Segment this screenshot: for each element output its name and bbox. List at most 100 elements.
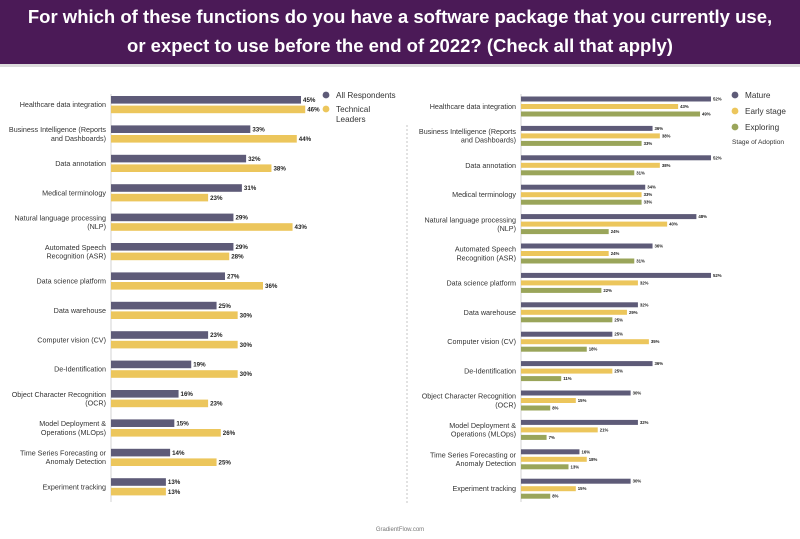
- respondents-bar-all-respondents: [111, 419, 175, 427]
- respondents-value-label: 26%: [223, 430, 236, 437]
- adoption-value-label: 8%: [552, 494, 558, 499]
- respondents-value-label: 30%: [240, 342, 253, 349]
- respondents-category-label: Model Deployment & Operations (MLOps): [39, 419, 106, 437]
- respondents-category-label-line: (OCR): [85, 398, 106, 407]
- adoption-bar-exploring: [521, 434, 547, 440]
- adoption-category-label: Model Deployment & Operations (MLOps): [449, 421, 516, 439]
- chart-title-line-1: For which of these functions do you have…: [27, 6, 773, 27]
- respondents-value-label: 16%: [181, 391, 194, 398]
- respondents-value-label: 13%: [168, 479, 181, 486]
- adoption-value-label: 25%: [614, 369, 623, 374]
- adoption-value-label: 36%: [655, 361, 664, 366]
- adoption-bar-early-stage: [521, 368, 613, 374]
- adoption-bar-mature: [521, 449, 580, 455]
- adoption-value-label: 30%: [633, 479, 642, 484]
- respondents-bar-all-respondents: [111, 301, 217, 310]
- adoption-category-label: Experiment tracking: [452, 484, 516, 493]
- adoption-bar-early-stage: [521, 339, 649, 345]
- adoption-value-label: 36%: [655, 126, 664, 131]
- respondents-bar-technical-leaders: [111, 370, 238, 378]
- adoption-value-label: 32%: [640, 420, 649, 425]
- respondents-value-label: 15%: [176, 420, 189, 427]
- respondents-value-label: 30%: [240, 312, 253, 319]
- adoption-category-label: Computer vision (CV): [447, 337, 516, 346]
- adoption-legend-label: Early stage: [745, 107, 786, 116]
- respondents-category-label-line: and Dashboards): [51, 134, 106, 143]
- adoption-category-label: Data science platform: [446, 278, 516, 287]
- adoption-category-label-line: Data annotation: [465, 161, 516, 170]
- adoption-value-label: 35%: [651, 339, 660, 344]
- adoption-value-label: 30%: [633, 391, 642, 396]
- adoption-value-label: 25%: [614, 317, 623, 322]
- respondents-legend-label-line: Leaders: [336, 115, 366, 124]
- adoption-category-label-line: Natural language processing: [424, 215, 516, 224]
- respondents-bar-all-respondents: [111, 478, 166, 486]
- adoption-category-label: Healthcare data integration: [430, 102, 516, 111]
- respondents-value-label: 25%: [219, 459, 232, 466]
- adoption-category-label-line: Recognition (ASR): [456, 253, 516, 262]
- adoption-category-label-line: Automated Speech: [455, 245, 516, 254]
- adoption-category-label-line: Experiment tracking: [452, 484, 516, 493]
- respondents-category-label: Time Series Forecasting or Anomaly Detect…: [20, 449, 107, 467]
- adoption-bar-exploring: [521, 140, 642, 146]
- adoption-legend-swatch: [731, 107, 739, 115]
- respondents-bar-technical-leaders: [111, 487, 166, 496]
- adoption-value-label: 18%: [589, 457, 598, 462]
- respondents-bar-all-respondents: [111, 331, 209, 339]
- adoption-bar-early-stage: [521, 309, 627, 315]
- adoption-category-label-line: Time Series Forecasting or: [430, 451, 517, 460]
- adoption-category-label-line: Business Intelligence (Reports: [419, 127, 516, 136]
- respondents-value-label: 28%: [231, 254, 244, 261]
- respondents-category-label-line: (NLP): [87, 222, 106, 231]
- respondents-category-label-line: Time Series Forecasting or: [20, 449, 107, 458]
- adoption-category-label: Data warehouse: [464, 308, 516, 317]
- respondents-category-label-line: Natural language processing: [14, 213, 106, 222]
- adoption-bar-mature: [521, 214, 697, 220]
- respondents-value-label: 19%: [193, 362, 206, 369]
- adoption-value-label: 52%: [713, 155, 722, 160]
- adoption-bar-mature: [521, 390, 631, 396]
- adoption-bar-early-stage: [521, 456, 587, 462]
- respondents-value-label: 13%: [168, 489, 181, 496]
- adoption-category-label: De-Identification: [464, 367, 516, 376]
- respondents-category-label-line: Healthcare data integration: [20, 100, 106, 109]
- adoption-value-label: 34%: [647, 185, 656, 190]
- respondents-value-label: 23%: [210, 401, 223, 408]
- respondents-category-label: Medical terminology: [42, 188, 106, 197]
- adoption-bar-exploring: [521, 170, 635, 176]
- adoption-category-label-line: (OCR): [495, 400, 516, 409]
- adoption-legend-label-line: Mature: [745, 91, 771, 100]
- respondents-bar-technical-leaders: [111, 193, 209, 202]
- adoption-chart: Healthcare data integration 52% 43% 49% Busi…: [419, 91, 786, 502]
- adoption-category-label-line: Anomaly Detection: [456, 459, 516, 468]
- respondents-bar-all-respondents: [111, 213, 234, 222]
- respondents-category-label-line: De-Identification: [54, 365, 106, 374]
- respondents-legend-label-line: All Respondents: [336, 91, 396, 100]
- respondents-bar-technical-leaders: [111, 164, 272, 172]
- respondents-bar-technical-leaders: [111, 311, 238, 319]
- adoption-value-label: 25%: [614, 332, 623, 337]
- adoption-legend-label: Mature: [745, 91, 771, 100]
- respondents-value-label: 44%: [299, 136, 312, 143]
- respondents-bar-all-respondents: [111, 272, 225, 280]
- respondents-bar-technical-leaders: [111, 105, 306, 114]
- respondents-value-label: 32%: [248, 156, 261, 163]
- adoption-bar-early-stage: [521, 398, 576, 403]
- adoption-bar-early-stage: [521, 162, 660, 168]
- respondents-value-label: 25%: [219, 303, 232, 310]
- adoption-category-label: Time Series Forecasting or Anomaly Detect…: [430, 451, 517, 469]
- respondents-category-label-line: Operations (MLOps): [41, 428, 106, 437]
- respondents-category-label: Healthcare data integration: [20, 100, 106, 109]
- adoption-bar-exploring: [521, 405, 551, 411]
- adoption-legend-title: Stage of Adoption: [732, 139, 784, 146]
- respondents-category-label: Natural language processing (NLP): [14, 213, 106, 231]
- respondents-value-label: 33%: [252, 126, 265, 133]
- adoption-bar-mature: [521, 331, 613, 337]
- adoption-legend-label-line: Exploring: [745, 123, 780, 132]
- respondents-category-label-line: Object Character Recognition: [12, 390, 106, 399]
- adoption-bar-exploring: [521, 287, 602, 293]
- adoption-value-label: 15%: [578, 486, 587, 491]
- adoption-bar-mature: [521, 361, 653, 367]
- adoption-category-label-line: Computer vision (CV): [447, 337, 516, 346]
